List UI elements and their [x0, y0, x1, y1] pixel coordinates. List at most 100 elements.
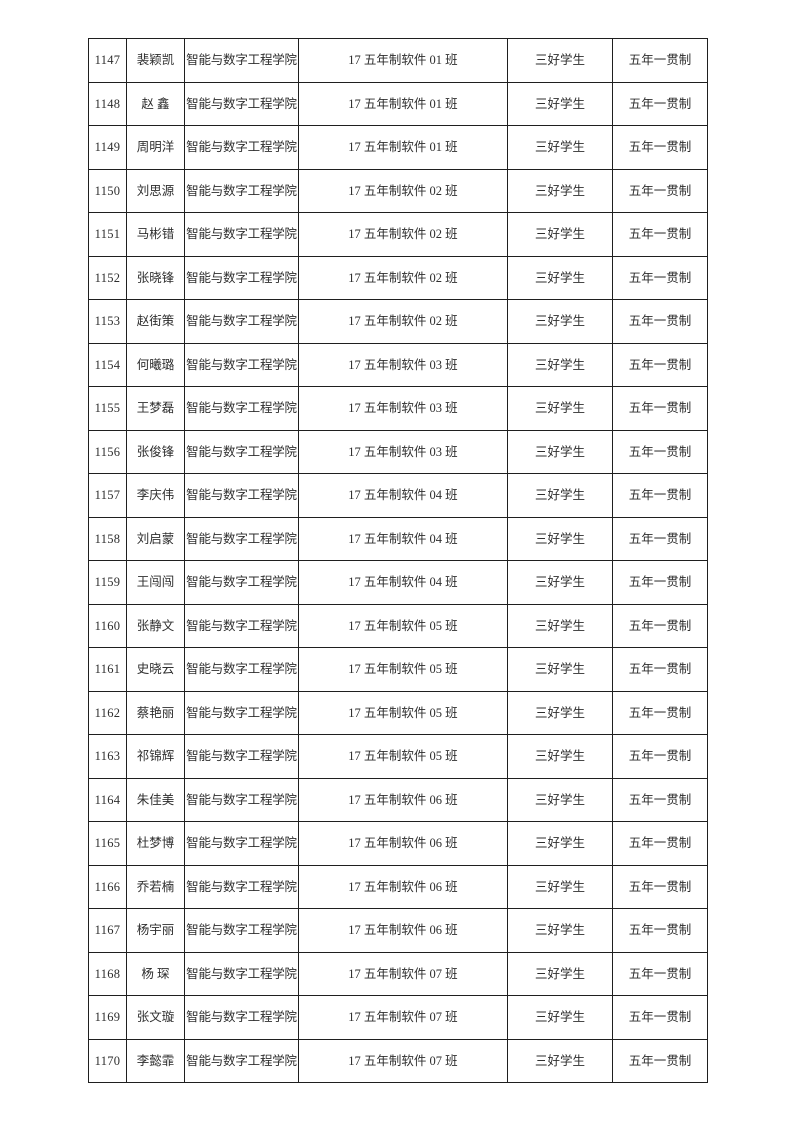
table-row: 1165 杜梦博 智能与数字工程学院 17 五年制软件 06 班 三好学生 五年… — [88, 821, 708, 866]
cell-student-name: 何曦璐 — [126, 342, 185, 387]
cell-serial-number: 1149 — [88, 125, 127, 170]
cell-class: 17 五年制软件 03 班 — [298, 342, 508, 387]
cell-college: 智能与数字工程学院 — [184, 38, 299, 83]
cell-college: 智能与数字工程学院 — [184, 995, 299, 1040]
cell-class: 17 五年制软件 02 班 — [298, 212, 508, 257]
cell-serial-number: 1158 — [88, 516, 127, 561]
cell-class: 17 五年制软件 07 班 — [298, 951, 508, 996]
table-row: 1149 周明洋 智能与数字工程学院 17 五年制软件 01 班 三好学生 五年… — [88, 125, 708, 170]
table-row: 1162 蔡艳丽 智能与数字工程学院 17 五年制软件 05 班 三好学生 五年… — [88, 690, 708, 735]
cell-program-type: 五年一贯制 — [612, 908, 708, 953]
table-row: 1166 乔若楠 智能与数字工程学院 17 五年制软件 06 班 三好学生 五年… — [88, 864, 708, 909]
cell-award-title: 三好学生 — [507, 386, 613, 431]
cell-award-title: 三好学生 — [507, 516, 613, 561]
table-row: 1167 杨宇丽 智能与数字工程学院 17 五年制软件 06 班 三好学生 五年… — [88, 908, 708, 953]
table-row: 1163 祁锦辉 智能与数字工程学院 17 五年制软件 05 班 三好学生 五年… — [88, 734, 708, 779]
cell-college: 智能与数字工程学院 — [184, 603, 299, 648]
cell-award-title: 三好学生 — [507, 1038, 613, 1083]
cell-college: 智能与数字工程学院 — [184, 342, 299, 387]
cell-college: 智能与数字工程学院 — [184, 690, 299, 735]
cell-class: 17 五年制软件 06 班 — [298, 821, 508, 866]
cell-college: 智能与数字工程学院 — [184, 429, 299, 474]
cell-award-title: 三好学生 — [507, 908, 613, 953]
cell-student-name: 蔡艳丽 — [126, 690, 185, 735]
cell-student-name: 李庆伟 — [126, 473, 185, 518]
cell-award-title: 三好学生 — [507, 603, 613, 648]
cell-serial-number: 1161 — [88, 647, 127, 692]
cell-serial-number: 1163 — [88, 734, 127, 779]
cell-program-type: 五年一贯制 — [612, 603, 708, 648]
table-row: 1170 李懿霏 智能与数字工程学院 17 五年制软件 07 班 三好学生 五年… — [88, 1038, 708, 1083]
table-row: 1148 赵 鑫 智能与数字工程学院 17 五年制软件 01 班 三好学生 五年… — [88, 81, 708, 126]
cell-program-type: 五年一贯制 — [612, 299, 708, 344]
cell-college: 智能与数字工程学院 — [184, 864, 299, 909]
cell-program-type: 五年一贯制 — [612, 560, 708, 605]
table-row: 1151 马彬错 智能与数字工程学院 17 五年制软件 02 班 三好学生 五年… — [88, 212, 708, 257]
cell-college: 智能与数字工程学院 — [184, 125, 299, 170]
cell-serial-number: 1164 — [88, 777, 127, 822]
table-row: 1157 李庆伟 智能与数字工程学院 17 五年制软件 04 班 三好学生 五年… — [88, 473, 708, 518]
cell-student-name: 王闯闯 — [126, 560, 185, 605]
cell-college: 智能与数字工程学院 — [184, 168, 299, 213]
cell-class: 17 五年制软件 06 班 — [298, 777, 508, 822]
cell-program-type: 五年一贯制 — [612, 995, 708, 1040]
cell-college: 智能与数字工程学院 — [184, 734, 299, 779]
cell-program-type: 五年一贯制 — [612, 342, 708, 387]
cell-program-type: 五年一贯制 — [612, 125, 708, 170]
cell-program-type: 五年一贯制 — [612, 951, 708, 996]
cell-student-name: 史晓云 — [126, 647, 185, 692]
cell-award-title: 三好学生 — [507, 342, 613, 387]
cell-class: 17 五年制软件 01 班 — [298, 81, 508, 126]
cell-class: 17 五年制软件 05 班 — [298, 690, 508, 735]
cell-college: 智能与数字工程学院 — [184, 908, 299, 953]
cell-serial-number: 1157 — [88, 473, 127, 518]
cell-program-type: 五年一贯制 — [612, 734, 708, 779]
table-row: 1161 史晓云 智能与数字工程学院 17 五年制软件 05 班 三好学生 五年… — [88, 647, 708, 692]
cell-serial-number: 1165 — [88, 821, 127, 866]
cell-student-name: 刘思源 — [126, 168, 185, 213]
cell-program-type: 五年一贯制 — [612, 1038, 708, 1083]
cell-college: 智能与数字工程学院 — [184, 473, 299, 518]
cell-award-title: 三好学生 — [507, 734, 613, 779]
cell-student-name: 张晓锋 — [126, 255, 185, 300]
cell-class: 17 五年制软件 01 班 — [298, 125, 508, 170]
cell-college: 智能与数字工程学院 — [184, 386, 299, 431]
table-row: 1156 张俊锋 智能与数字工程学院 17 五年制软件 03 班 三好学生 五年… — [88, 429, 708, 474]
cell-college: 智能与数字工程学院 — [184, 81, 299, 126]
cell-award-title: 三好学生 — [507, 951, 613, 996]
cell-program-type: 五年一贯制 — [612, 212, 708, 257]
cell-serial-number: 1148 — [88, 81, 127, 126]
cell-class: 17 五年制软件 06 班 — [298, 908, 508, 953]
cell-program-type: 五年一贯制 — [612, 864, 708, 909]
cell-serial-number: 1150 — [88, 168, 127, 213]
cell-student-name: 裴颖凯 — [126, 38, 185, 83]
cell-class: 17 五年制软件 07 班 — [298, 1038, 508, 1083]
cell-student-name: 马彬错 — [126, 212, 185, 257]
table-row: 1153 赵街策 智能与数字工程学院 17 五年制软件 02 班 三好学生 五年… — [88, 299, 708, 344]
cell-class: 17 五年制软件 05 班 — [298, 647, 508, 692]
cell-award-title: 三好学生 — [507, 473, 613, 518]
cell-class: 17 五年制软件 06 班 — [298, 864, 508, 909]
cell-program-type: 五年一贯制 — [612, 386, 708, 431]
cell-serial-number: 1169 — [88, 995, 127, 1040]
cell-student-name: 王梦磊 — [126, 386, 185, 431]
cell-college: 智能与数字工程学院 — [184, 951, 299, 996]
cell-serial-number: 1160 — [88, 603, 127, 648]
cell-college: 智能与数字工程学院 — [184, 777, 299, 822]
cell-serial-number: 1152 — [88, 255, 127, 300]
cell-college: 智能与数字工程学院 — [184, 1038, 299, 1083]
cell-class: 17 五年制软件 03 班 — [298, 386, 508, 431]
cell-award-title: 三好学生 — [507, 212, 613, 257]
cell-award-title: 三好学生 — [507, 429, 613, 474]
cell-student-name: 杨 琛 — [126, 951, 185, 996]
cell-serial-number: 1153 — [88, 299, 127, 344]
table-row: 1147 裴颖凯 智能与数字工程学院 17 五年制软件 01 班 三好学生 五年… — [88, 38, 708, 83]
cell-college: 智能与数字工程学院 — [184, 647, 299, 692]
cell-award-title: 三好学生 — [507, 81, 613, 126]
cell-program-type: 五年一贯制 — [612, 473, 708, 518]
cell-serial-number: 1154 — [88, 342, 127, 387]
cell-class: 17 五年制软件 04 班 — [298, 516, 508, 561]
cell-student-name: 张静文 — [126, 603, 185, 648]
cell-college: 智能与数字工程学院 — [184, 821, 299, 866]
